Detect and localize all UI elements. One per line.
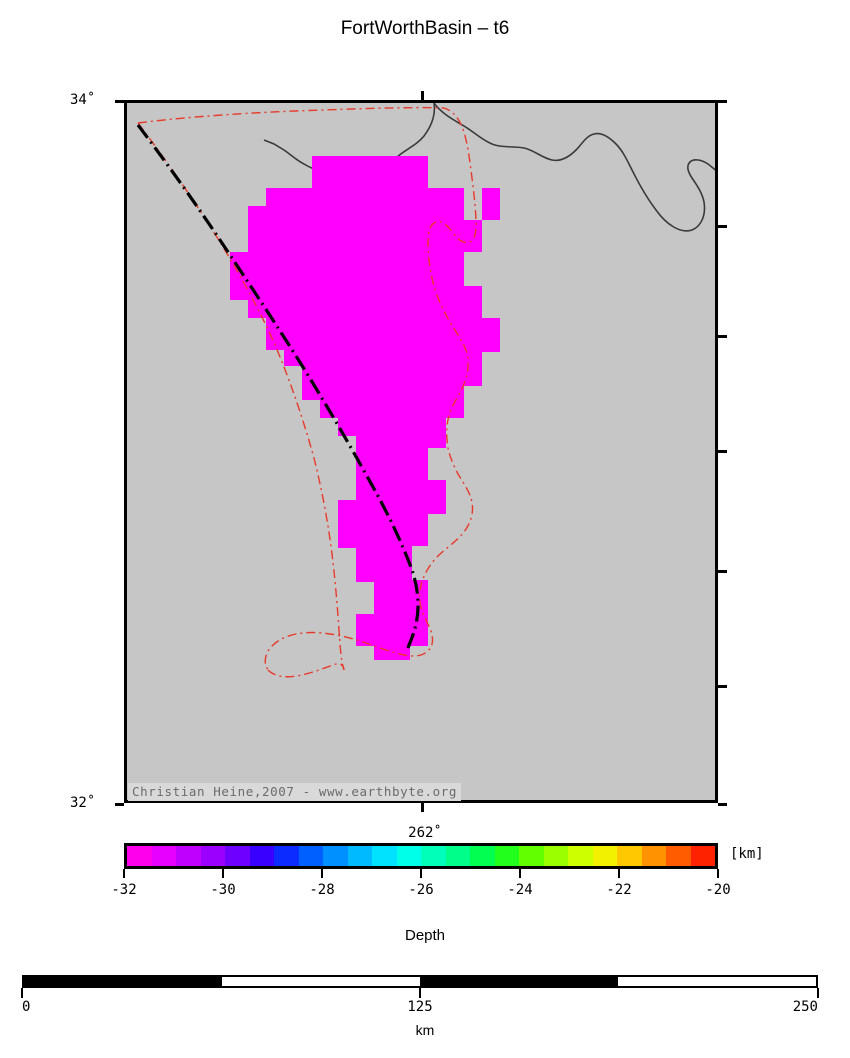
lat-tick-right-b: [718, 335, 727, 338]
colorbar-gradient: [127, 846, 715, 866]
colorbar-tick--24: [519, 869, 521, 878]
scale-bar-tick-125: [419, 988, 421, 998]
colorbar-tick-label--28: -28: [309, 882, 335, 898]
scale-bar-tick-250: [817, 988, 819, 998]
colorbar-swatch-6: [274, 846, 299, 866]
colorbar-swatch-1: [151, 846, 176, 866]
lat-label-bottom: 32˚: [70, 795, 96, 811]
scale-bar-segment-0: [24, 977, 222, 986]
lat-tick-right-d: [718, 570, 727, 573]
lat-tick-34: [115, 100, 124, 103]
lat-tick-32: [115, 803, 124, 806]
basin-depth-grid: [230, 156, 500, 660]
colorbar-swatch-12: [421, 846, 446, 866]
scale-bar: [22, 975, 818, 988]
lat-tick-right-32: [718, 803, 727, 806]
colorbar-swatch-17: [543, 846, 568, 866]
fault-line-layer: [136, 124, 420, 649]
colorbar-tick--22: [618, 869, 620, 878]
scale-bar-label-0: 0: [22, 999, 31, 1015]
scale-bar-label-125: 125: [407, 999, 433, 1015]
colorbar-swatch-11: [396, 846, 421, 866]
colorbar-unit-label: [km]: [730, 846, 764, 862]
basin-outline-layer: [137, 106, 477, 678]
scale-bar-tick-0: [21, 988, 23, 998]
colorbar-swatch-0: [127, 846, 152, 866]
scale-bar-segment-1: [222, 977, 420, 986]
scale-bar-caption: km: [415, 1022, 435, 1038]
colorbar-swatch-21: [641, 846, 666, 866]
colorbar-tick-label--32: -32: [111, 882, 137, 898]
lon-label-bottom: 262˚: [408, 825, 442, 841]
colorbar-swatch-8: [323, 846, 348, 866]
colorbar-tick--20: [717, 869, 719, 878]
colorbar-tick-label--20: -20: [705, 882, 731, 898]
lat-tick-right-34: [718, 100, 727, 103]
colorbar-tick--32: [123, 869, 125, 878]
colorbar-swatch-9: [347, 846, 372, 866]
lat-tick-right-c: [718, 450, 727, 453]
colorbar[interactable]: [124, 843, 718, 869]
map-canvas[interactable]: [124, 100, 718, 803]
colorbar-swatch-2: [176, 846, 201, 866]
colorbar-swatch-20: [617, 846, 642, 866]
page-title: FortWorthBasin – t6: [340, 18, 510, 39]
colorbar-tick-label--24: -24: [507, 882, 533, 898]
colorbar-swatch-7: [298, 846, 323, 866]
colorbar-tick-label--26: -26: [408, 882, 434, 898]
colorbar-swatch-10: [372, 846, 397, 866]
lat-tick-right-a: [718, 225, 727, 228]
colorbar-tick--28: [321, 869, 323, 878]
scale-bar-segment-2: [420, 977, 618, 986]
colorbar-swatch-13: [445, 846, 470, 866]
colorbar-swatch-4: [225, 846, 250, 866]
colorbar-swatch-14: [470, 846, 495, 866]
lat-tick-right-e: [718, 685, 727, 688]
colorbar-caption: Depth: [404, 927, 446, 944]
lon-tick-top-262: [421, 91, 424, 100]
attribution-text: Christian Heine,2007 - www.earthbyte.org: [128, 783, 462, 801]
colorbar-tick-label--22: -22: [606, 882, 632, 898]
colorbar-swatch-19: [592, 846, 617, 866]
scale-bar-label-250: 250: [792, 999, 818, 1015]
map-vector-layers: [136, 103, 715, 678]
lat-label-top: 34˚: [70, 92, 96, 108]
colorbar-tick-label--30: -30: [210, 882, 236, 898]
colorbar-tick--26: [420, 869, 422, 878]
colorbar-swatch-16: [519, 846, 544, 866]
colorbar-swatch-15: [494, 846, 519, 866]
colorbar-swatch-18: [568, 846, 593, 866]
colorbar-tick--30: [222, 869, 224, 878]
colorbar-swatch-3: [200, 846, 225, 866]
scale-bar-segment-3: [618, 977, 816, 986]
colorbar-swatch-22: [666, 846, 691, 866]
colorbar-swatch-23: [690, 846, 715, 866]
lon-tick-bot-262: [421, 803, 424, 812]
colorbar-swatch-5: [249, 846, 274, 866]
